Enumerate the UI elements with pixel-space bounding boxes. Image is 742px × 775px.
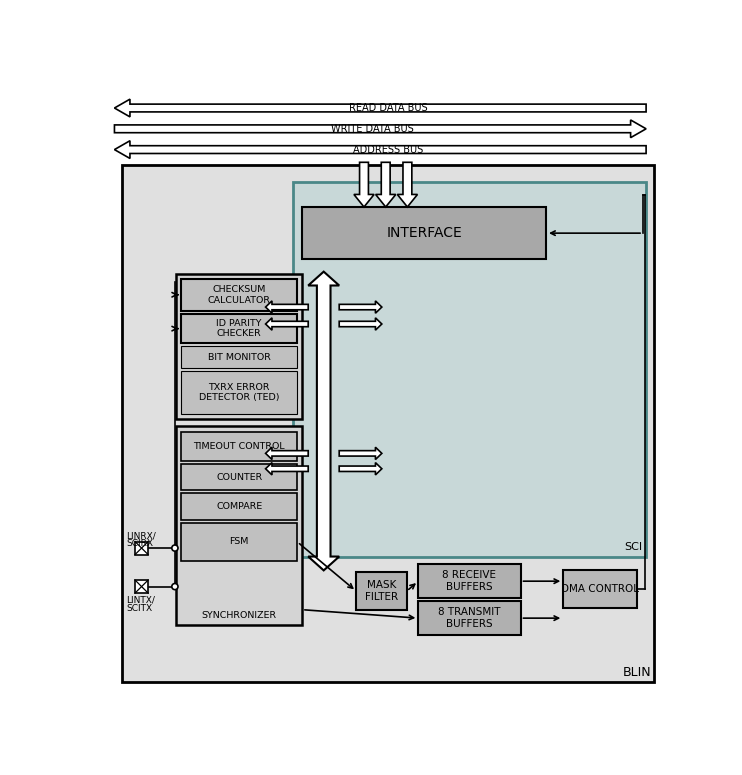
Polygon shape xyxy=(397,162,418,207)
Polygon shape xyxy=(375,162,395,207)
Polygon shape xyxy=(339,318,382,330)
Text: READ DATA BUS: READ DATA BUS xyxy=(349,103,427,113)
Text: MASK
FILTER: MASK FILTER xyxy=(365,580,398,602)
Text: SYNCHRONIZER: SYNCHRONIZER xyxy=(202,611,277,620)
Text: CHECKSUM
CALCULATOR: CHECKSUM CALCULATOR xyxy=(208,285,271,305)
Polygon shape xyxy=(114,99,646,117)
Polygon shape xyxy=(339,447,382,460)
Bar xyxy=(181,278,298,311)
Text: SCIRX: SCIRX xyxy=(126,539,153,548)
Bar xyxy=(181,432,298,461)
Bar xyxy=(177,426,302,625)
Polygon shape xyxy=(266,301,308,313)
Bar xyxy=(181,346,298,368)
Bar xyxy=(181,464,298,491)
Bar xyxy=(356,572,407,611)
Bar xyxy=(302,207,546,260)
Bar xyxy=(181,494,298,519)
Text: COMPARE: COMPARE xyxy=(216,502,263,511)
Text: 8 TRANSMIT
BUFFERS: 8 TRANSMIT BUFFERS xyxy=(438,607,501,629)
Bar xyxy=(418,601,521,635)
Text: FSM: FSM xyxy=(229,537,249,546)
Text: ADDRESS BUS: ADDRESS BUS xyxy=(353,145,423,154)
Bar xyxy=(177,274,302,418)
Text: SCI: SCI xyxy=(625,542,643,553)
Polygon shape xyxy=(266,318,308,330)
Polygon shape xyxy=(266,463,308,475)
Text: ID PARITY
CHECKER: ID PARITY CHECKER xyxy=(217,319,262,339)
Text: LINTX/: LINTX/ xyxy=(126,596,155,605)
Polygon shape xyxy=(339,463,382,475)
Polygon shape xyxy=(114,141,646,158)
Polygon shape xyxy=(339,301,382,313)
Bar xyxy=(292,181,646,557)
Text: BLIN: BLIN xyxy=(623,666,651,679)
Text: 8 RECEIVE
BUFFERS: 8 RECEIVE BUFFERS xyxy=(442,570,496,592)
Bar xyxy=(563,570,637,608)
Circle shape xyxy=(172,545,178,551)
Bar xyxy=(181,371,298,414)
Text: INTERFACE: INTERFACE xyxy=(386,226,462,240)
Text: TIMEOUT CONTROL: TIMEOUT CONTROL xyxy=(194,442,285,451)
Circle shape xyxy=(172,584,178,590)
Text: SCITX: SCITX xyxy=(126,604,152,612)
Polygon shape xyxy=(354,162,374,207)
Bar xyxy=(122,164,654,682)
Polygon shape xyxy=(114,120,646,138)
Polygon shape xyxy=(308,272,339,570)
Text: LINRX/: LINRX/ xyxy=(126,531,156,540)
Text: BIT MONITOR: BIT MONITOR xyxy=(208,353,271,362)
Bar xyxy=(181,314,298,343)
Text: TXRX ERROR
DETECTOR (TED): TXRX ERROR DETECTOR (TED) xyxy=(199,383,280,402)
Bar xyxy=(418,564,521,598)
Text: COUNTER: COUNTER xyxy=(216,473,263,482)
Text: DMA CONTROL: DMA CONTROL xyxy=(561,584,639,594)
Bar xyxy=(181,522,298,561)
Text: WRITE DATA BUS: WRITE DATA BUS xyxy=(331,124,414,134)
Bar xyxy=(135,580,148,593)
Polygon shape xyxy=(266,447,308,460)
Bar xyxy=(135,542,148,555)
